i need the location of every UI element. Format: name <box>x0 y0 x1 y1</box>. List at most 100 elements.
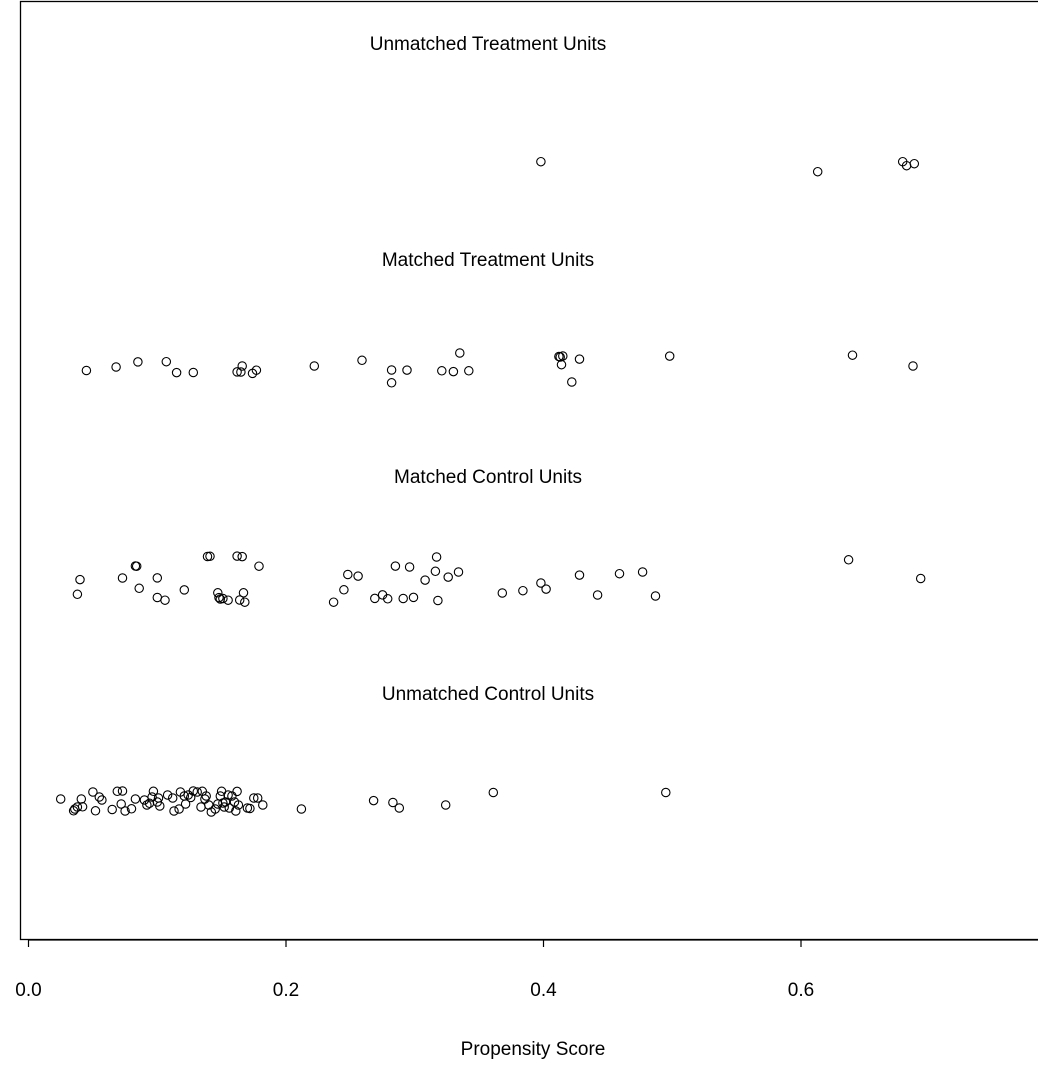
data-point <box>107 804 117 815</box>
data-point <box>402 365 412 375</box>
data-point <box>650 591 661 601</box>
data-point <box>97 795 107 805</box>
data-point <box>368 795 379 806</box>
data-point <box>812 166 823 177</box>
data-point <box>192 787 202 797</box>
data-point <box>167 793 178 803</box>
data-point <box>567 377 577 387</box>
data-point <box>443 572 453 582</box>
data-point <box>232 786 242 797</box>
data-point <box>142 800 152 810</box>
data-point <box>843 555 854 565</box>
data-point <box>130 794 141 804</box>
data-point <box>386 365 397 375</box>
data-point <box>120 806 130 816</box>
data-point <box>147 792 157 802</box>
data-point <box>433 595 443 606</box>
data-point <box>240 597 250 607</box>
data-point <box>497 588 508 598</box>
data-point <box>408 592 419 603</box>
data-point <box>185 792 196 803</box>
data-point <box>94 792 105 802</box>
data-point <box>188 367 199 378</box>
group-label: Unmatched Treatment Units <box>370 34 607 55</box>
data-point <box>210 804 220 814</box>
data-point <box>205 551 215 562</box>
data-point <box>353 571 363 581</box>
data-point <box>111 362 121 372</box>
data-point <box>431 552 442 562</box>
data-point <box>126 804 137 814</box>
data-point <box>357 355 367 366</box>
data-point <box>536 578 546 588</box>
data-point <box>440 800 451 810</box>
data-point <box>234 595 245 605</box>
data-point <box>574 570 585 580</box>
data-points <box>55 156 926 817</box>
data-point <box>238 588 249 598</box>
data-point <box>254 561 264 571</box>
data-point <box>614 568 625 579</box>
data-point <box>169 806 179 816</box>
data-point <box>179 585 190 595</box>
data-point <box>232 367 242 377</box>
data-point <box>160 595 170 605</box>
data-point <box>404 562 415 572</box>
data-point <box>152 573 163 583</box>
data-point <box>592 590 603 600</box>
data-point <box>117 573 128 583</box>
data-point <box>453 567 464 577</box>
data-point <box>251 365 262 375</box>
data-point <box>296 804 307 814</box>
data-point <box>245 803 255 814</box>
data-point <box>72 802 83 812</box>
data-point <box>343 569 353 580</box>
data-point <box>382 594 393 604</box>
data-point <box>388 797 398 808</box>
data-point <box>237 361 247 371</box>
data-point <box>328 597 339 607</box>
data-point <box>556 359 567 370</box>
data-point <box>152 592 163 603</box>
data-point <box>131 561 142 571</box>
data-point <box>518 585 528 596</box>
data-point <box>155 801 165 811</box>
x-tick-label: 0.2 <box>273 980 299 1001</box>
data-point <box>213 588 223 598</box>
data-point <box>661 787 671 798</box>
data-point <box>847 350 858 360</box>
data-point <box>90 806 101 816</box>
data-point <box>437 366 447 376</box>
data-point <box>171 367 182 378</box>
data-point <box>637 567 648 577</box>
data-point <box>488 787 499 798</box>
data-point <box>81 365 92 376</box>
data-point <box>664 351 675 361</box>
data-point <box>908 361 918 371</box>
x-axis-ticks: 0.0 0.2 0.4 0.6 <box>15 940 814 1001</box>
data-point <box>161 356 172 367</box>
data-point <box>909 158 920 169</box>
data-point <box>309 361 320 371</box>
data-point <box>223 790 233 800</box>
data-point <box>558 351 568 361</box>
x-tick-label: 0.4 <box>530 980 557 1001</box>
group-labels: Unmatched Treatment Units Matched Treatme… <box>370 34 607 705</box>
data-point <box>394 803 405 813</box>
data-point <box>134 583 144 594</box>
data-point <box>430 566 441 577</box>
data-point <box>76 794 87 804</box>
data-point <box>224 803 235 813</box>
data-point <box>174 804 184 814</box>
data-point <box>231 806 241 816</box>
data-point <box>216 786 227 797</box>
data-point <box>133 357 143 367</box>
data-point <box>232 551 242 561</box>
data-point <box>370 593 380 604</box>
data-point <box>223 595 233 605</box>
x-tick-label: 0.0 <box>15 980 41 1001</box>
group-label: Unmatched Control Units <box>382 684 594 705</box>
data-point <box>116 799 126 809</box>
data-point <box>237 551 247 562</box>
